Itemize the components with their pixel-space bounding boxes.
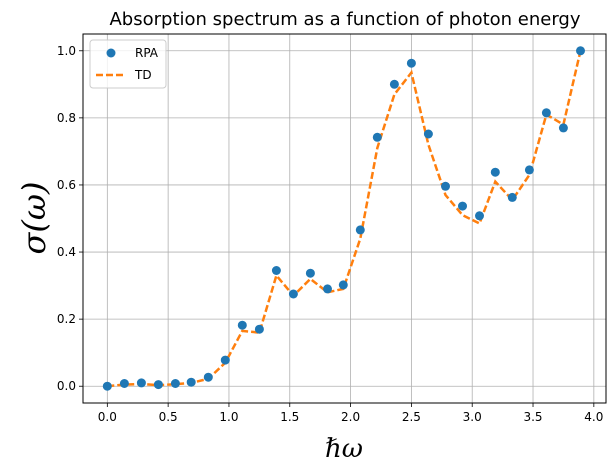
x-axis-ticks: 0.0 0.5 1.0 1.5 2.0 2.5 3.0 3.5 4.0: [98, 403, 603, 424]
legend-td-label: TD: [134, 68, 152, 82]
x-tick-label: 0.0: [98, 410, 117, 424]
plot-frame: [82, 33, 607, 404]
data-point-rpa: [338, 280, 348, 290]
data-point-rpa: [288, 289, 298, 299]
data-point-rpa: [524, 165, 534, 175]
data-point-rpa: [323, 284, 332, 294]
y-tick-label: 0.8: [57, 111, 76, 125]
data-point-rpa: [119, 379, 129, 388]
data-point-rpa: [203, 372, 213, 382]
data-point-rpa: [423, 129, 433, 139]
data-point-rpa: [458, 201, 467, 211]
data-point-rpa: [441, 181, 450, 191]
data-point-rpa: [271, 266, 281, 275]
y-axis-ticks: 0.0 0.2 0.4 0.6 0.8 1.0: [57, 44, 83, 393]
y-axis-label: σ(ω): [15, 182, 53, 255]
x-tick-label: 3.5: [523, 410, 542, 424]
y-tick-label: 0.6: [57, 178, 76, 192]
grid: [83, 34, 606, 403]
y-tick-label: 0.2: [57, 312, 76, 326]
data-point-rpa: [475, 211, 484, 221]
data-point-rpa: [254, 324, 264, 334]
data-point-rpa: [186, 377, 196, 387]
data-point-rpa: [541, 108, 551, 118]
data-point-rpa: [558, 123, 568, 133]
series-lines: [107, 50, 582, 388]
data-point-rpa: [153, 380, 163, 390]
data-point-rpa: [507, 192, 517, 202]
data-point-rpa: [372, 132, 382, 142]
x-tick-label: 3.0: [463, 410, 482, 424]
data-point-rpa: [355, 225, 365, 235]
legend: RPA TD: [89, 39, 167, 89]
data-point-rpa: [406, 58, 416, 68]
data-point-rpa: [305, 268, 315, 278]
x-tick-label: 2.5: [402, 410, 421, 424]
x-axis-label: ℏω: [325, 434, 363, 464]
y-tick-label: 0.0: [57, 379, 76, 393]
data-point-rpa: [576, 46, 585, 56]
data-point-rpa: [170, 379, 180, 388]
data-point-rpa: [102, 381, 112, 391]
x-tick-label: 1.5: [280, 410, 299, 424]
data-point-rpa: [237, 320, 247, 330]
data-point-rpa: [490, 167, 500, 177]
series-points: [102, 46, 585, 391]
legend-rpa-label: RPA: [135, 46, 159, 60]
legend-rpa-marker: [106, 48, 116, 58]
x-tick-label: 0.5: [159, 410, 178, 424]
x-tick-label: 4.0: [584, 410, 603, 424]
chart-title: Absorption spectrum as a function of pho…: [109, 9, 580, 30]
data-point-rpa: [136, 378, 146, 388]
y-tick-label: 1.0: [57, 44, 76, 58]
y-tick-label: 0.4: [57, 245, 76, 259]
data-point-rpa: [220, 355, 230, 365]
data-point-rpa: [389, 79, 399, 89]
series-line-td: [107, 50, 582, 388]
x-tick-label: 1.0: [219, 410, 238, 424]
x-tick-label: 2.0: [341, 410, 360, 424]
